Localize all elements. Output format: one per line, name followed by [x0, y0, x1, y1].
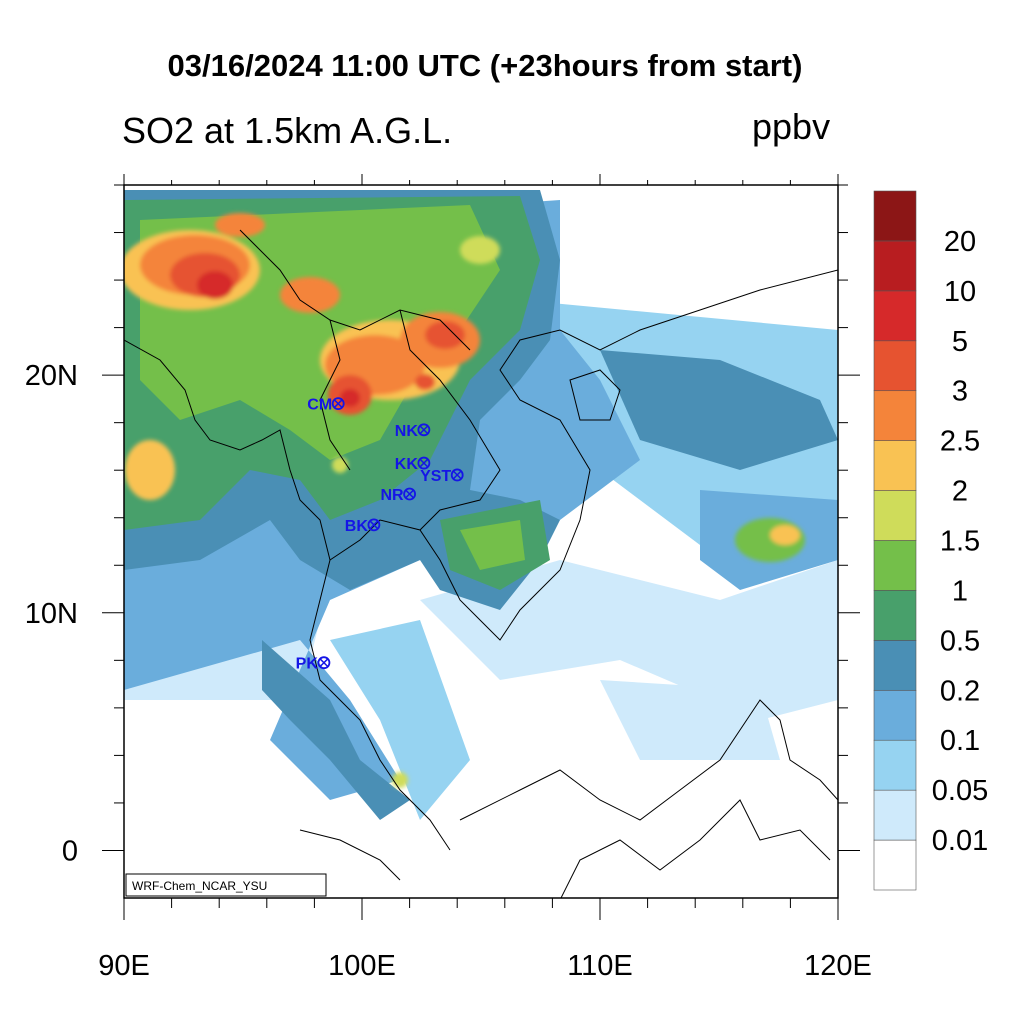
- station-label: KK: [395, 456, 419, 473]
- colorbar: 0.01 0.05 0.1 0.2 0.5 1 1.5 2 2.5 3 5 10 20: [873, 190, 988, 891]
- station-nr: NR: [380, 487, 417, 504]
- x-tick-label: 110E: [567, 950, 633, 982]
- colorbar-label: 0.1: [940, 725, 980, 757]
- station-marker-icon: [417, 456, 431, 470]
- station-bk: BK: [345, 518, 381, 535]
- station-label: YST: [420, 468, 451, 485]
- colorbar-swatch: [873, 689, 917, 741]
- colorbar-swatch: [873, 739, 917, 791]
- axis-ticks: [102, 174, 860, 920]
- colorbar-swatch: [873, 540, 917, 591]
- colorbar-swatch: [873, 190, 917, 242]
- x-axis-labels: 90E 100E 110E 120E: [98, 950, 872, 982]
- colorbar-label: 0.5: [940, 625, 980, 657]
- colorbar-label: 1: [952, 575, 968, 607]
- colorbar-swatch: [873, 240, 917, 292]
- colorbar-swatch: [873, 340, 917, 392]
- station-marker-icon: [317, 656, 331, 670]
- colorbar-label: 3: [952, 376, 968, 408]
- variable-subtitle: SO2 at 1.5km A.G.L.: [122, 110, 453, 151]
- colorbar-label: 20: [944, 226, 976, 258]
- x-tick-label: 120E: [804, 950, 872, 982]
- colorbar-swatch: [873, 640, 917, 691]
- colorbar-swatch: [873, 839, 917, 891]
- x-tick-label: 100E: [328, 950, 396, 982]
- y-tick-label: 10N: [25, 598, 78, 630]
- map-title: 03/16/2024 11:00 UTC (+23hours from star…: [167, 48, 803, 83]
- y-axis-labels: 0 10N 20N: [25, 360, 78, 867]
- colorbar-label: 1.5: [940, 526, 980, 558]
- station-marker-icon: [403, 487, 417, 501]
- station-marker-icon: [367, 518, 381, 532]
- model-credit-label: WRF-Chem_NCAR_YSU: [132, 879, 267, 893]
- plot-frame: [123, 184, 839, 899]
- colorbar-swatch: [873, 789, 917, 841]
- station-label: CM: [307, 397, 332, 414]
- colorbar-swatch: [873, 390, 917, 441]
- so2-field: [124, 185, 838, 898]
- colorbar-label: 0.01: [932, 825, 988, 857]
- colorbar-label: 5: [952, 326, 968, 358]
- colorbar-label: 2.5: [940, 426, 980, 458]
- y-tick-label: 0: [62, 835, 78, 867]
- station-kk: KK: [395, 456, 431, 473]
- colorbar-label: 10: [944, 276, 976, 308]
- x-tick-label: 90E: [98, 950, 150, 982]
- station-yst: YST: [420, 468, 464, 485]
- station-pk: PK: [296, 656, 331, 673]
- units-label: ppbv: [752, 106, 831, 147]
- station-label: NK: [395, 423, 419, 440]
- station-marker-icon: [417, 423, 431, 437]
- coastlines: [124, 229, 838, 898]
- station-label: PK: [296, 656, 319, 673]
- station-cm: CM: [307, 397, 345, 414]
- station-marker-icon: [450, 468, 464, 482]
- y-tick-label: 20N: [25, 360, 78, 392]
- station-label: NR: [380, 487, 404, 504]
- station-nk: NK: [395, 423, 431, 440]
- model-credit: WRF-Chem_NCAR_YSU: [125, 873, 327, 897]
- colorbar-swatch: [873, 590, 917, 641]
- station-label: BK: [345, 518, 369, 535]
- colorbar-label: 2: [952, 476, 968, 508]
- colorbar-label: 0.05: [932, 775, 988, 807]
- colorbar-swatch: [873, 490, 917, 541]
- colorbar-label: 0.2: [940, 675, 980, 707]
- colorbar-swatch: [873, 440, 917, 491]
- station-marker-icon: [331, 397, 345, 411]
- colorbar-swatch: [873, 290, 917, 342]
